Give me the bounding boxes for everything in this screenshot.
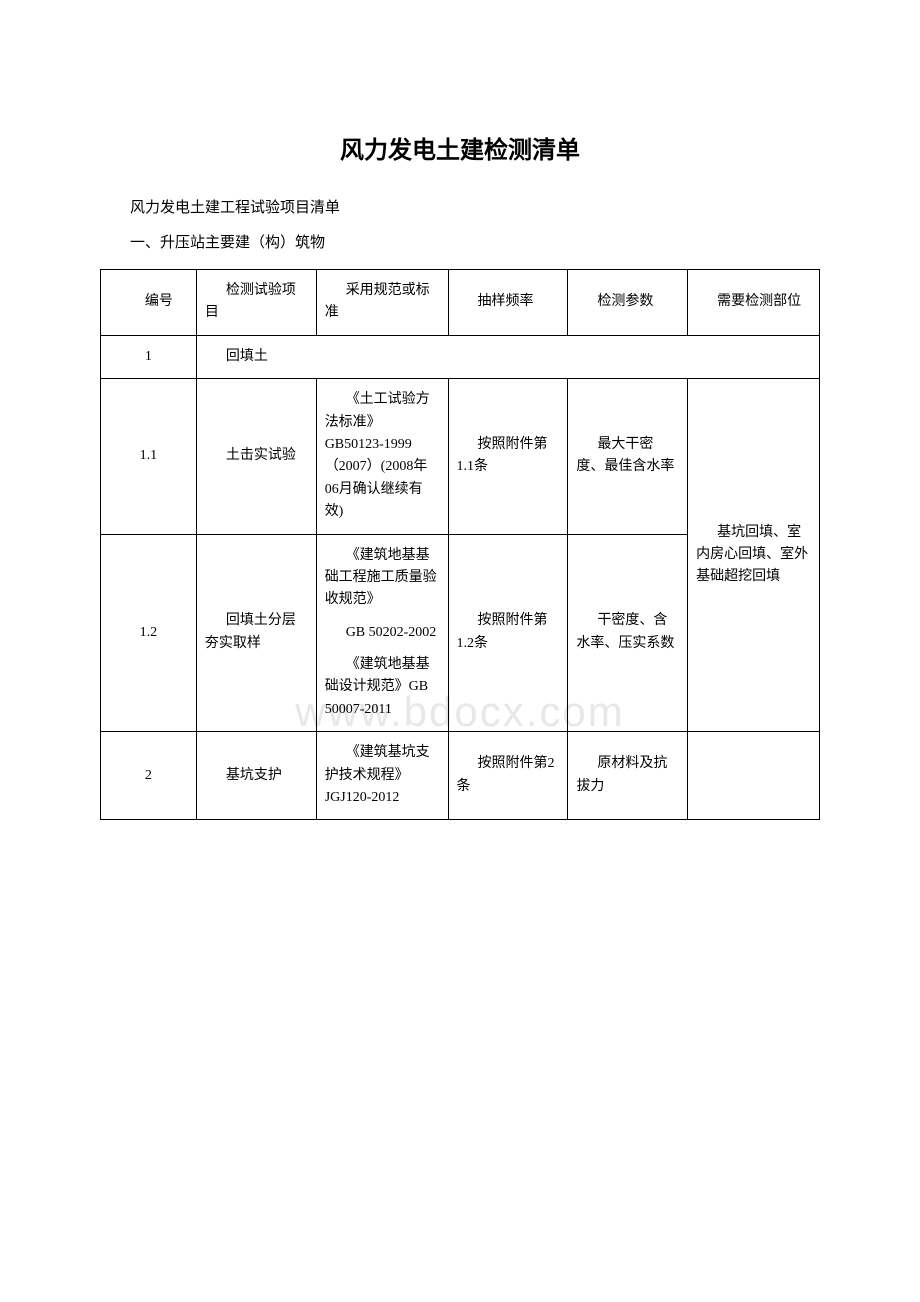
row-item: 基坑支护 xyxy=(196,732,316,820)
group-label: 回填土 xyxy=(196,335,819,378)
std-line: GB 50202-2002 xyxy=(325,622,440,644)
subtitle-text: 风力发电土建工程试验项目清单 xyxy=(100,195,820,222)
document-content: 风力发电土建检测清单 风力发电土建工程试验项目清单 一、升压站主要建（构）筑物 … xyxy=(100,130,820,820)
table-group-row: 1 回填土 xyxy=(101,335,820,378)
row-std: 《建筑基坑支护技术规程》JGJ120-2012 xyxy=(316,732,448,820)
row-std: 《建筑地基基础工程施工质量验收规范》 GB 50202-2002 《建筑地基基础… xyxy=(316,534,448,732)
header-std: 采用规范或标准 xyxy=(316,270,448,336)
row-num: 1.2 xyxy=(101,534,197,732)
row-item: 回填土分层夯实取样 xyxy=(196,534,316,732)
row-num: 2 xyxy=(101,732,197,820)
row-freq: 按照附件第2条 xyxy=(448,732,568,820)
table-header-row: 编号 检测试验项目 采用规范或标准 抽样频率 检测参数 需要检测部位 xyxy=(101,270,820,336)
header-param: 检测参数 xyxy=(568,270,688,336)
page-title: 风力发电土建检测清单 xyxy=(100,130,820,165)
row-param: 原材料及抗拔力 xyxy=(568,732,688,820)
table-row: 2 基坑支护 《建筑基坑支护技术规程》JGJ120-2012 按照附件第2条 原… xyxy=(101,732,820,820)
inspection-table: 编号 检测试验项目 采用规范或标准 抽样频率 检测参数 需要检测部位 1 回填土… xyxy=(100,269,820,820)
row-num: 1.1 xyxy=(101,379,197,534)
header-freq: 抽样频率 xyxy=(448,270,568,336)
group-num: 1 xyxy=(101,335,197,378)
std-line: 《建筑地基基础工程施工质量验收规范》 xyxy=(325,545,440,612)
row-loc xyxy=(688,732,820,820)
section-header: 一、升压站主要建（构）筑物 xyxy=(100,230,820,257)
header-num: 编号 xyxy=(101,270,197,336)
std-line: 《建筑地基基础设计规范》GB 50007-2011 xyxy=(325,654,440,721)
header-item: 检测试验项目 xyxy=(196,270,316,336)
row-item: 土击实试验 xyxy=(196,379,316,534)
row-loc: 基坑回填、室内房心回填、室外基础超挖回填 xyxy=(688,379,820,732)
row-param: 干密度、含水率、压实系数 xyxy=(568,534,688,732)
header-loc: 需要检测部位 xyxy=(688,270,820,336)
row-param: 最大干密度、最佳含水率 xyxy=(568,379,688,534)
row-std: 《土工试验方法标准》GB50123-1999（2007）(2008年06月确认继… xyxy=(316,379,448,534)
table-row: 1.1 土击实试验 《土工试验方法标准》GB50123-1999（2007）(2… xyxy=(101,379,820,534)
row-freq: 按照附件第1.2条 xyxy=(448,534,568,732)
row-freq: 按照附件第1.1条 xyxy=(448,379,568,534)
